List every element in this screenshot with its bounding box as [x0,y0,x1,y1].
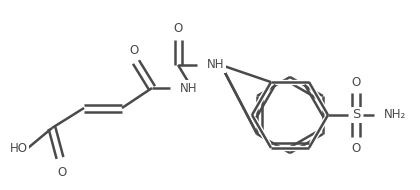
Text: NH: NH [207,59,225,71]
Text: O: O [352,142,361,154]
Text: O: O [352,75,361,89]
Text: S: S [352,108,360,121]
Text: NH: NH [180,82,197,94]
Text: HO: HO [10,142,28,154]
Text: O: O [58,165,67,178]
Text: O: O [173,21,183,35]
Text: NH₂: NH₂ [384,108,406,121]
Text: O: O [129,44,139,56]
